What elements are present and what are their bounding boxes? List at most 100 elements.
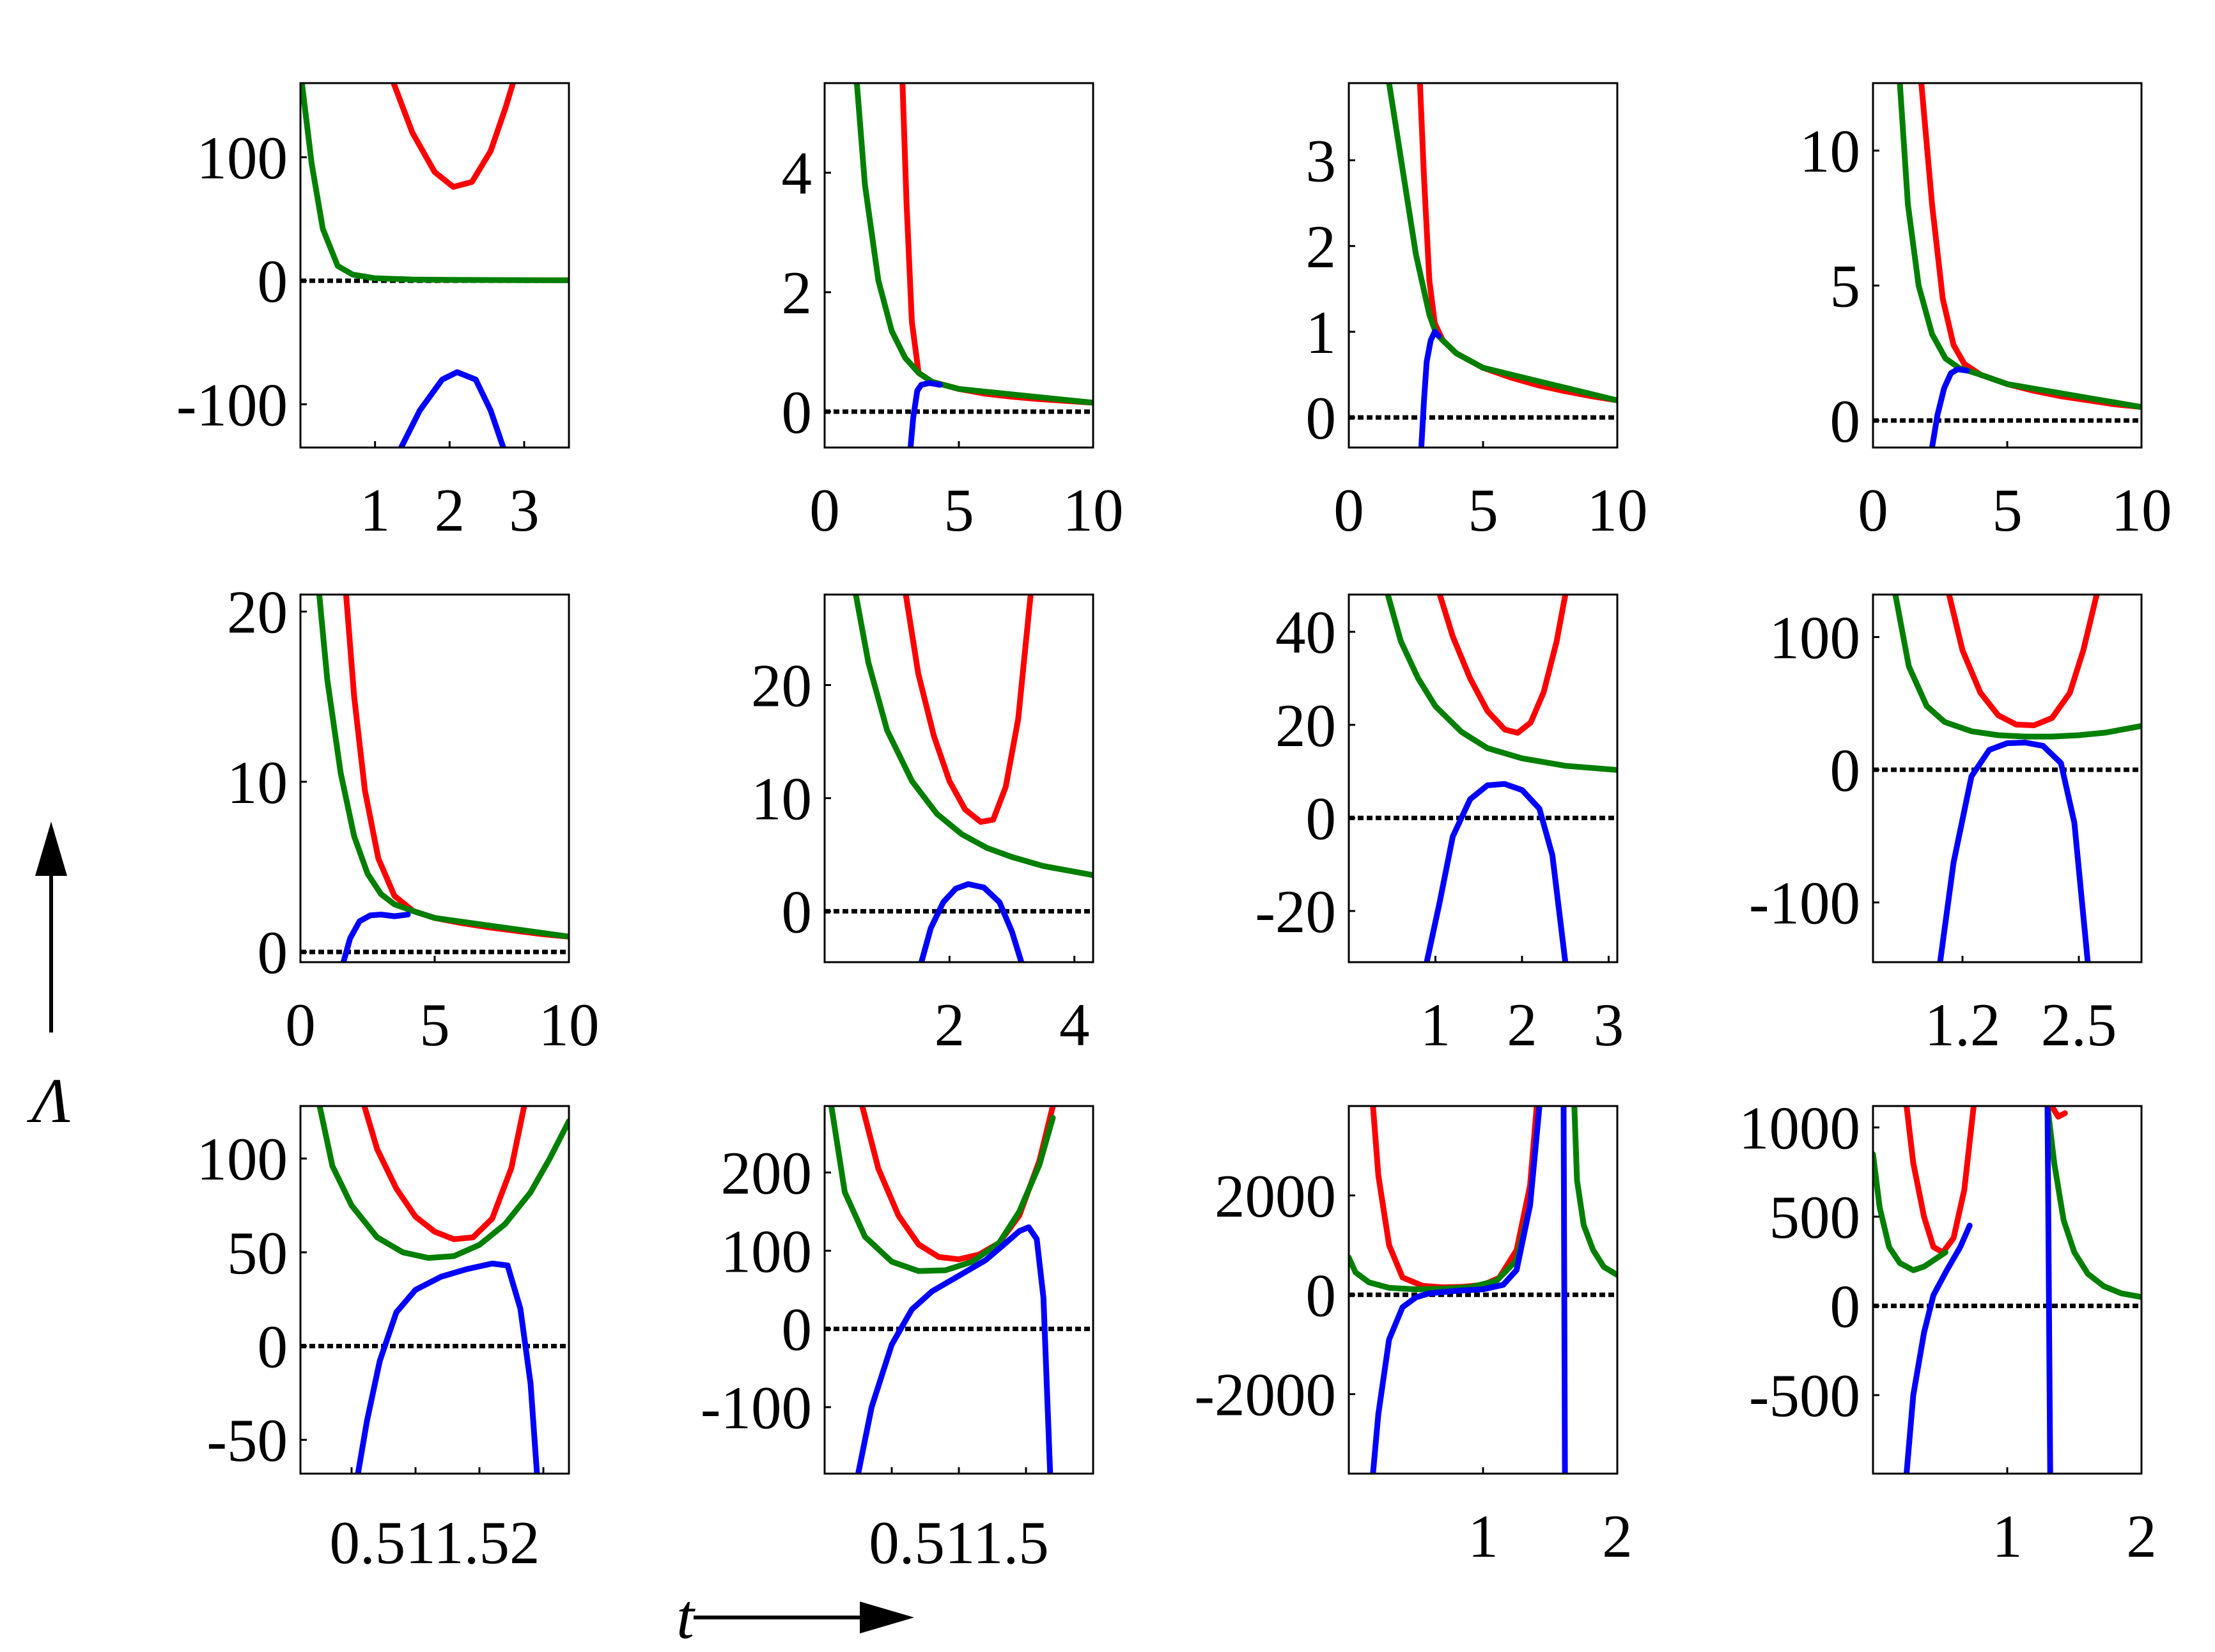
x-tick-label: 0 [1858,476,1888,544]
series-red-1 [361,1106,527,1242]
series-green-3 [1571,1106,1617,1278]
y-tick-label: 0 [1830,387,1861,455]
plot-content [1873,1106,2141,1474]
y-tick-label: 0 [1306,384,1337,452]
y-tick-label: 3 [1306,127,1337,195]
series-red-1 [903,595,1034,825]
plot-frame [823,593,1094,963]
plot-content [1349,595,1617,962]
x-tick-label: 5 [1468,476,1498,544]
y-tick-label: 200 [721,1139,812,1207]
plot-area [300,595,569,962]
y-tick-label: 10 [1799,118,1860,185]
series-red-1 [1946,595,2100,728]
x-tick-label: 1 [1420,991,1451,1059]
plot-area [1873,1106,2141,1474]
y-tick-label: 100 [197,1125,288,1193]
y-tick-label: -2000 [1194,1361,1336,1429]
series-green-2 [1385,595,1617,773]
y-tick-label: 0 [1830,1273,1861,1341]
plot-content [300,595,569,962]
y-tick-label: 0 [1306,1261,1337,1329]
series-red-2 [2048,1106,2068,1120]
y-tick-label: 100 [197,124,288,192]
axis-arrows [35,822,914,1633]
y-tick-label: 40 [1275,598,1336,666]
series-blue-3 [907,380,944,448]
y-tick-label: 100 [721,1217,812,1285]
x-tick-label: 0 [285,991,316,1059]
series-blue-3 [1929,366,1970,448]
x-tick-label: 5 [944,476,974,544]
y-tick-label: 50 [227,1219,288,1287]
y-tick-label: 100 [1769,604,1861,671]
series-green-2 [1897,83,2141,410]
y-tick-label: 0 [258,1313,288,1381]
x-tick-label: 4 [1059,991,1090,1059]
series-blue-3 [855,1224,1053,1474]
series-blue-3 [1424,781,1569,962]
y-tick-label: 0 [782,878,812,946]
plot-content [1349,83,1617,448]
series-green-2 [316,595,569,940]
y-tick-label: 4 [782,139,812,207]
y-tick-label: 2 [782,259,812,327]
x-tick-label: 2 [935,991,965,1059]
series-red-1 [1904,1106,1977,1256]
series-blue-5 [1560,1106,1568,1474]
y-tick-label: 0 [1306,784,1337,852]
x-arrow-head [860,1601,914,1633]
plot-frame [299,1105,570,1475]
x-tick-label: 1.2 [1925,991,2001,1059]
plot-frame [1348,593,1619,963]
x-tick-label: 10 [1587,476,1648,544]
y-tick-label: 1000 [1739,1094,1860,1162]
panel-6: 2 4 20 10 0 [751,593,1094,1059]
plot-content [825,83,1093,448]
series-green-2 [828,1106,1056,1274]
y-tick-label: 0 [782,378,812,446]
series-blue-3 [918,881,1025,962]
x-tick-label: 10 [1063,476,1124,544]
plot-content [300,1106,569,1474]
plot-content [825,1106,1093,1474]
y-arrow-head [35,822,67,876]
x-tick-label: 1 [1468,1502,1498,1570]
y-tick-label: -100 [701,1374,812,1442]
plot-content [1349,1106,1617,1474]
series-blue-4 [1370,1106,1543,1474]
y-tick-label: -100 [176,371,288,439]
plot-content [300,83,569,448]
series-red-1 [1436,595,1569,736]
plot-content [1873,595,2141,962]
y-tick-label: -100 [1749,869,1860,937]
series-green-4 [2044,1106,2141,1300]
x-tick-label: 2 [435,476,465,544]
y-tick-label: 20 [751,652,812,720]
panel-12: 1 2 1000 500 0 -500 [1739,1094,2157,1570]
x-tick-label: 5 [1992,476,2023,544]
plot-area [1873,595,2141,962]
x-tick-label: 2.5 [2041,991,2117,1059]
x-tick-label: 2 [2126,1502,2157,1570]
y-tick-label: 10 [751,765,812,832]
panel-2: 0 5 10 4 2 0 [782,82,1124,544]
x-tick-label: 10 [539,991,600,1059]
plot-area [1349,595,1617,962]
panel-1: 1 2 3 100 0 -100 [176,82,570,544]
x-tick-labels: 0.511.52 [330,1509,540,1577]
x-tick-labels: 0.511.5 [869,1509,1048,1577]
x-tick-label: 1 [1992,1502,2023,1570]
y-tick-label: 0 [1830,736,1861,804]
plot-area [825,83,1093,448]
series-blue-3 [1418,329,1442,448]
panel-10: 0.511.5 200 100 0 -100 [701,1105,1094,1577]
series-green-2 [316,1106,569,1261]
x-tick-label: 0 [809,476,840,544]
series-blue-3 [398,369,506,448]
series-green-2 [300,83,569,283]
x-tick-label: 2 [1507,991,1537,1059]
x-tick-label: 2 [1602,1502,1633,1570]
y-tick-label: 0 [258,919,288,986]
